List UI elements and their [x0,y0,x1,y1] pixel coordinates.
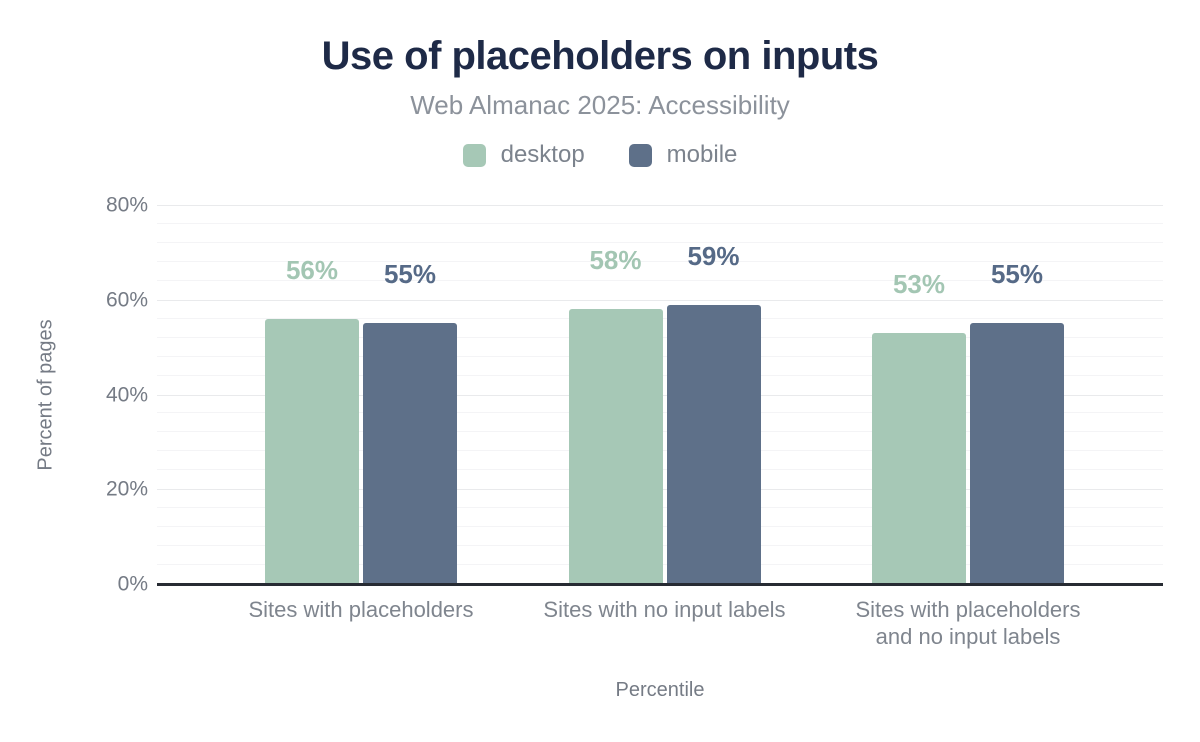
gridline-minor [157,222,1163,224]
y-tick-label: 80% [105,193,148,217]
y-tick-label: 0% [117,572,148,596]
bar-mobile-3 [970,323,1064,584]
y-tick-label: 20% [105,477,148,501]
legend-item-desktop: desktop [462,141,585,169]
bar-value-desktop-3: 53% [892,268,946,299]
gridline-minor [157,260,1163,262]
legend-label-mobile: mobile [666,141,738,168]
y-tick-label: 40% [105,383,148,406]
gridline-minor [157,241,1163,243]
bar-mobile-2 [666,304,761,584]
bar-value-desktop-1: 56% [285,254,339,285]
legend-swatch-desktop [462,143,486,167]
x-axis-line [157,583,1163,586]
x-category-label-2: Sites with no input labels [543,597,786,622]
bar-value-mobile-2: 59% [687,240,740,271]
bar-value-desktop-2: 58% [589,245,642,276]
chart-title: Use of placeholders on inputs [321,34,879,78]
gridline-minor [157,279,1163,281]
y-tick-label: 60% [105,288,148,312]
plot-area: 56% 55% 58% 59% 53% 55% [157,205,1163,586]
legend-label-desktop: desktop [500,141,585,168]
legend-item-mobile: mobile [628,141,738,169]
x-category-label-3: Sites with placeholders and no input labe… [855,597,1081,650]
gridline-major [157,205,1163,206]
gridline-major [157,299,1163,301]
x-category-label-1: Sites with placeholders [248,597,474,622]
x-axis-title: Percentile [615,679,705,701]
bar-value-mobile-1: 55% [383,259,437,290]
bar-value-mobile-3: 55% [990,259,1044,290]
chart-subtitle: Web Almanac 2025: Accessibility [410,90,790,120]
bar-desktop-3 [872,332,966,584]
bar-mobile-1 [363,323,457,584]
legend: desktop mobile [0,141,1200,169]
bar-desktop-1 [265,318,359,584]
legend-swatch-mobile [628,143,652,167]
bar-desktop-2 [568,309,663,584]
